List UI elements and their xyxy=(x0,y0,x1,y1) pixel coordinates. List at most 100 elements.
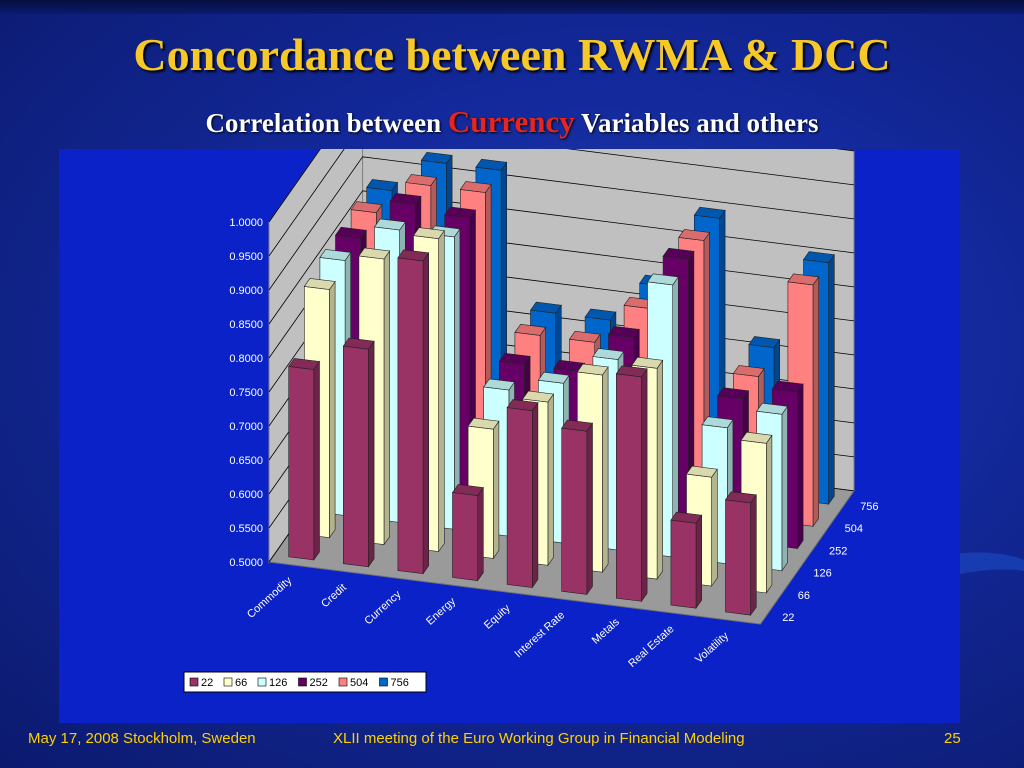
bar-top-face xyxy=(568,330,601,343)
bar-top-face xyxy=(342,337,375,350)
slide-subtitle: Correlation between Currency Variables a… xyxy=(0,104,1024,140)
depth-axis-label: 22 xyxy=(782,612,794,624)
y-tick-label: 0.6500 xyxy=(229,455,263,467)
bar-top-face xyxy=(740,431,773,444)
bar-top-face xyxy=(646,273,679,286)
bar-top-face xyxy=(444,206,477,219)
bar-22-volatility xyxy=(724,491,757,617)
bar-22-energy xyxy=(451,484,484,582)
bar-front-face xyxy=(561,427,588,595)
bar-top-face xyxy=(350,201,383,214)
depth-axis-label: 756 xyxy=(860,501,878,513)
category-label: Interest Rate xyxy=(512,609,567,660)
bar-22-equity xyxy=(506,399,539,589)
depth-axis-label: 252 xyxy=(829,545,847,557)
bar-front-face xyxy=(397,257,424,575)
bar-top-face xyxy=(771,380,804,393)
bar-front-face xyxy=(506,407,533,588)
bar-top-face xyxy=(467,417,500,430)
category-label: Credit xyxy=(319,582,349,611)
bar-top-face xyxy=(631,356,664,369)
bar-top-face xyxy=(537,371,570,384)
bar-top-face xyxy=(724,491,757,504)
bar-top-face xyxy=(514,323,547,336)
bar-top-face xyxy=(451,484,484,496)
bar-side-face xyxy=(750,493,757,617)
bar-side-face xyxy=(477,486,484,582)
bar-top-face xyxy=(405,174,438,186)
bar-front-face xyxy=(452,492,479,581)
bar-front-face xyxy=(725,499,751,616)
bar-top-face xyxy=(420,151,453,164)
bar-top-face xyxy=(366,179,399,191)
y-tick-label: 0.8500 xyxy=(229,319,263,331)
bar-top-face xyxy=(732,365,765,377)
legend-label: 756 xyxy=(391,677,409,689)
legend-swatch xyxy=(257,677,267,687)
bar-top-face xyxy=(506,399,539,412)
top-bar xyxy=(0,0,1024,14)
category-label: Real Estate xyxy=(626,623,676,670)
subtitle-text-end: Variables and others xyxy=(574,108,819,138)
bar-side-face xyxy=(329,280,336,539)
bar-22-metals xyxy=(615,365,648,603)
bar-top-face xyxy=(553,359,586,372)
bar-top-face xyxy=(717,387,750,400)
bar-top-face xyxy=(475,158,508,171)
depth-axis-label: 126 xyxy=(813,568,831,580)
legend-label: 126 xyxy=(269,677,287,689)
bar-top-face xyxy=(319,249,352,261)
bar-side-face xyxy=(711,468,718,587)
bar-top-face xyxy=(358,247,391,260)
bar-22-interest-rate xyxy=(561,419,594,596)
bar-top-face xyxy=(522,390,555,403)
legend-label: 504 xyxy=(350,677,368,689)
bar-front-face xyxy=(670,519,697,609)
bar-top-face xyxy=(483,378,516,391)
gridline xyxy=(268,149,855,257)
category-label: Commodity xyxy=(245,574,295,620)
legend-swatch xyxy=(379,677,388,687)
bar-22-commodity xyxy=(288,358,321,561)
bar-front-face xyxy=(615,373,642,602)
bar-top-face xyxy=(561,419,594,432)
page-number: 25 xyxy=(944,730,961,747)
category-label: Metals xyxy=(590,616,622,647)
bar-top-face xyxy=(584,308,617,321)
bar-side-face xyxy=(695,514,703,610)
y-tick-label: 0.6000 xyxy=(229,489,263,501)
legend-swatch xyxy=(189,677,199,687)
bar-22-real-estate xyxy=(670,511,703,610)
bar-side-face xyxy=(438,229,445,553)
subtitle-highlight: Currency xyxy=(447,104,575,139)
bar-side-face xyxy=(781,405,788,572)
bar-side-face xyxy=(828,253,835,506)
legend-swatch xyxy=(338,677,348,687)
bar-side-face xyxy=(313,360,320,561)
legend-label: 252 xyxy=(310,677,328,689)
y-tick-label: 0.9000 xyxy=(229,285,263,297)
depth-axis-label: 66 xyxy=(798,590,810,602)
gridline xyxy=(268,149,855,223)
legend-label: 22 xyxy=(201,677,213,689)
bar-top-face xyxy=(373,218,406,231)
bar-side-face xyxy=(492,420,500,560)
legend-swatch xyxy=(223,677,233,687)
footer-date-location: May 17, 2008 Stockholm, Sweden xyxy=(28,730,256,747)
bar-side-face xyxy=(453,227,461,531)
bar-side-face xyxy=(812,275,820,528)
bar-front-face xyxy=(288,366,315,561)
bar-side-face xyxy=(602,366,609,574)
y-tick-label: 0.5500 xyxy=(229,523,263,535)
y-tick-label: 1.0000 xyxy=(229,217,263,229)
bar-top-face xyxy=(288,358,321,370)
bar-top-face xyxy=(576,363,609,376)
bar-top-face xyxy=(498,352,531,365)
bar-top-face xyxy=(412,227,445,240)
y-tick-label: 0.8000 xyxy=(229,353,263,365)
bar-top-face xyxy=(662,247,695,260)
legend-swatch xyxy=(298,677,307,687)
subtitle-text-start: Correlation between xyxy=(205,108,448,138)
bar-top-face xyxy=(748,336,781,348)
category-label: Energy xyxy=(424,595,458,628)
